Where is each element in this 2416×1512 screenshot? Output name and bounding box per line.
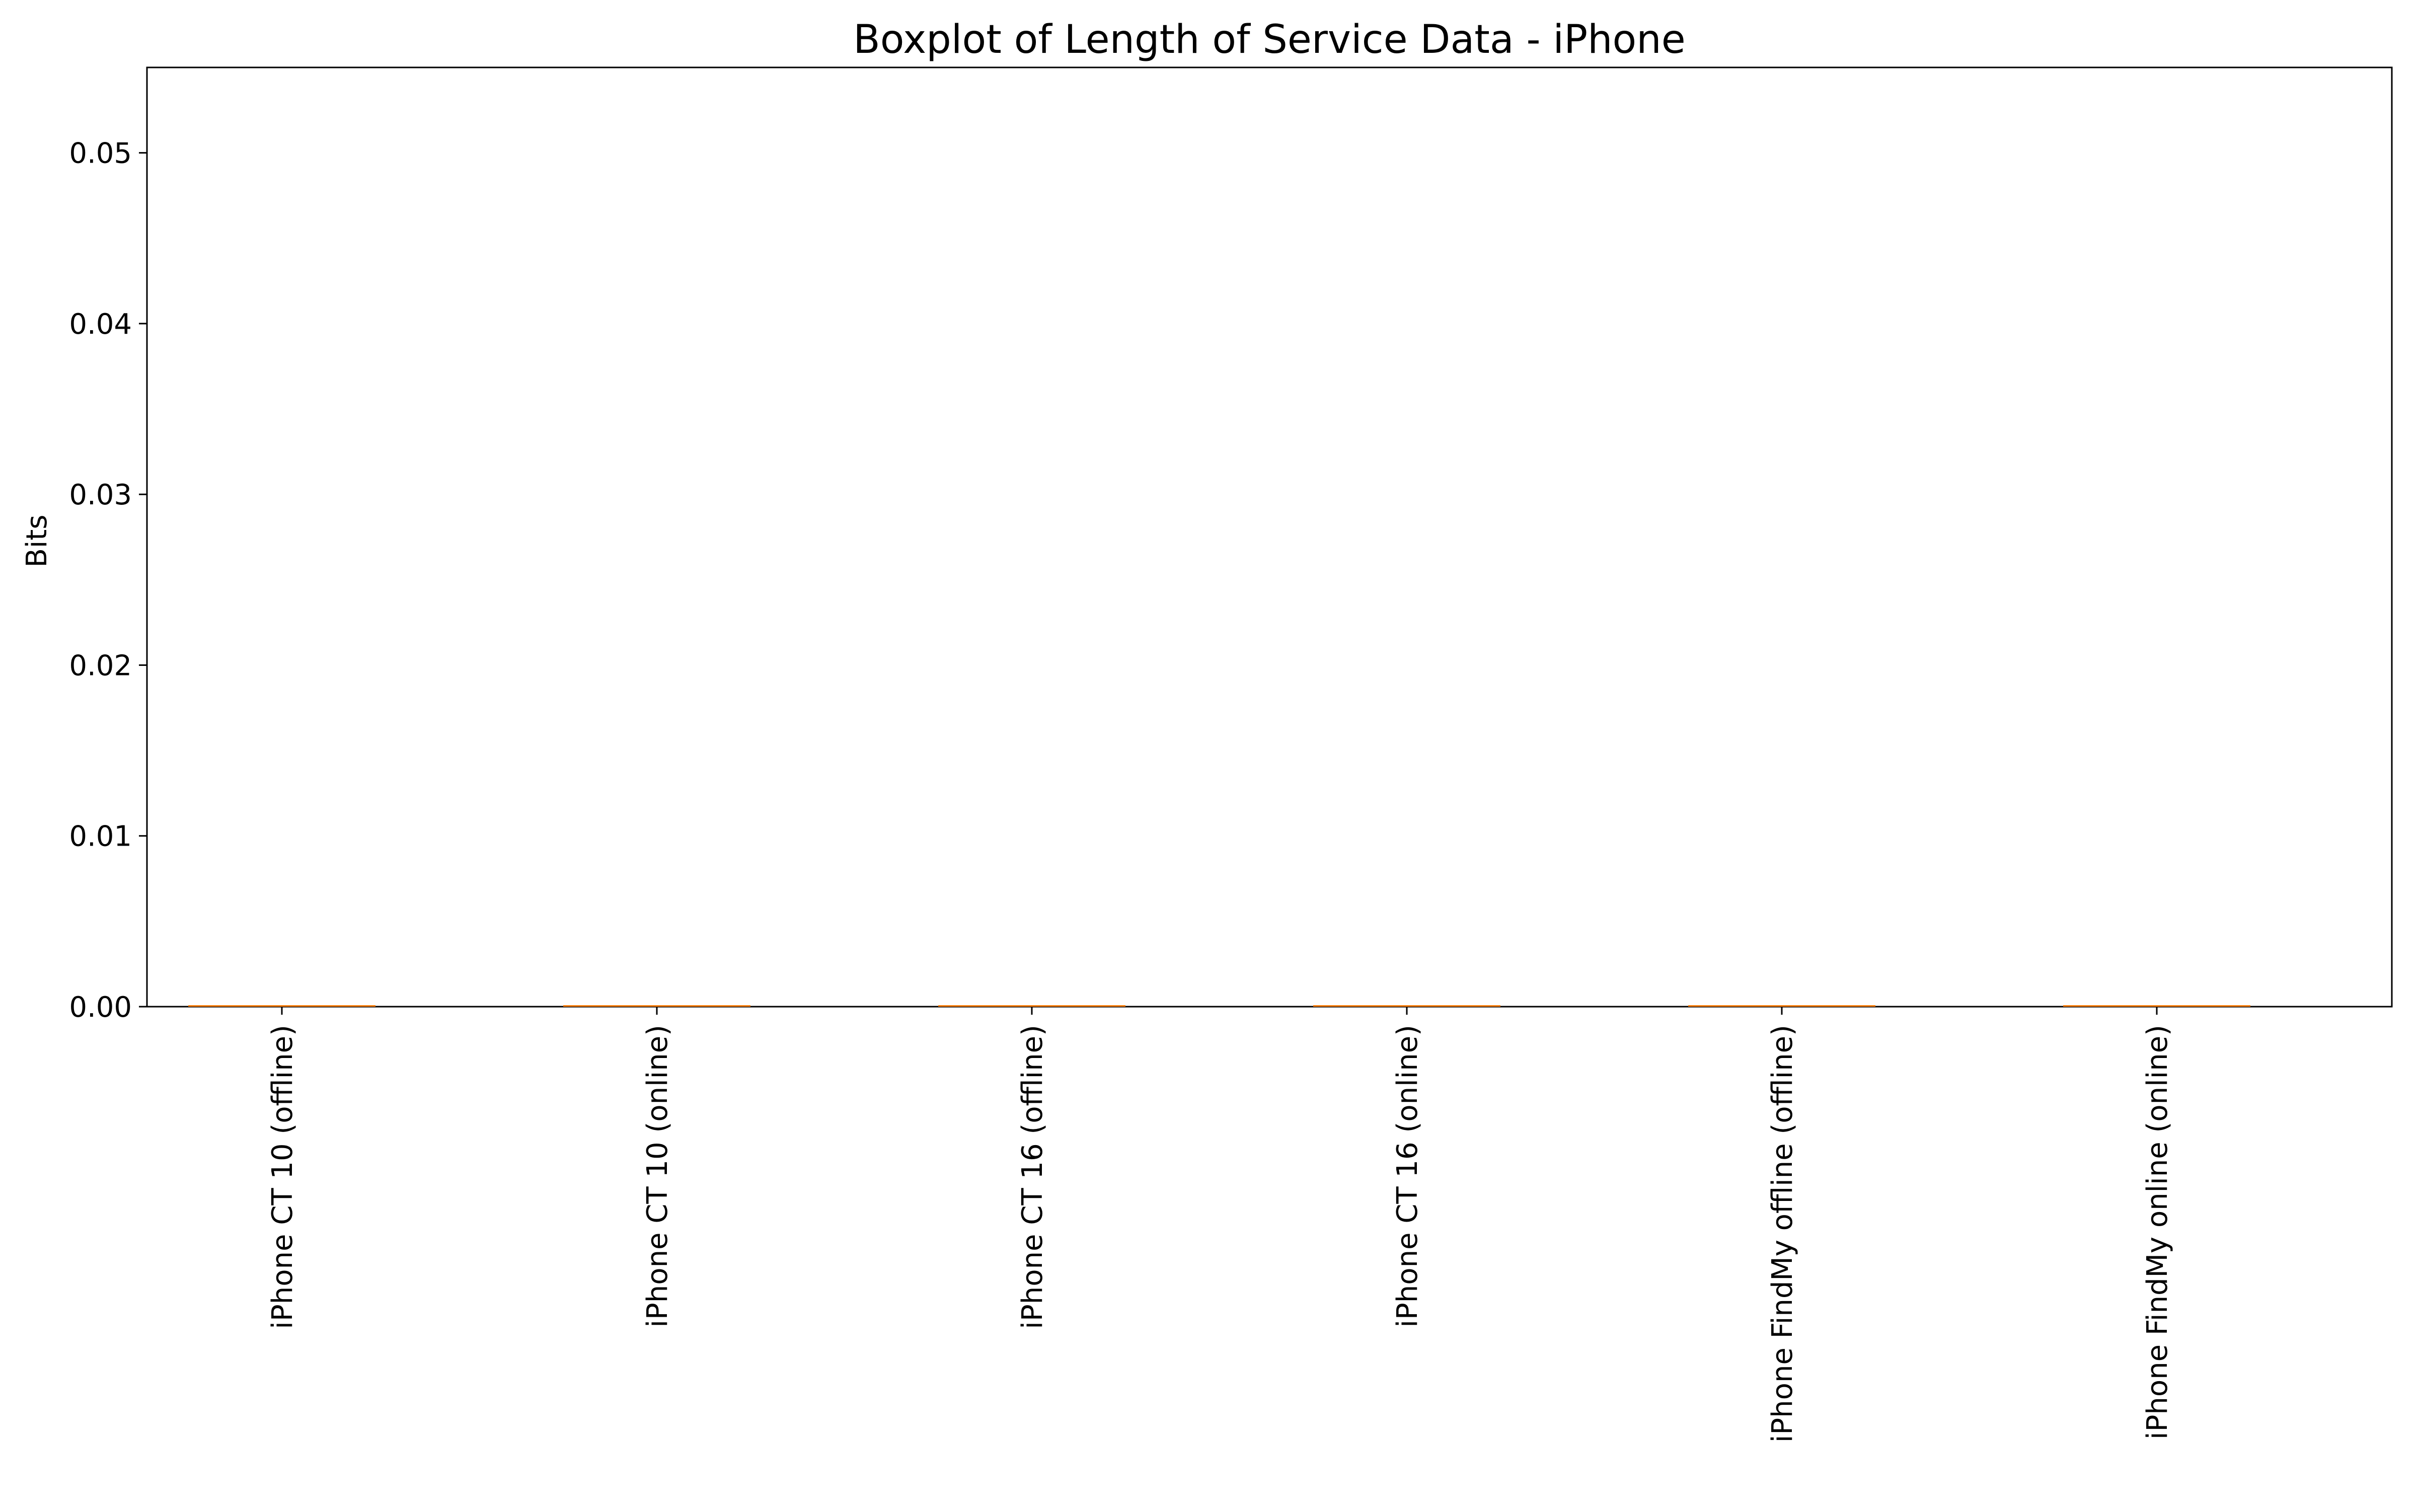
plot-area-frame bbox=[146, 66, 2393, 1008]
x-tick-label: iPhone FindMy offline (offline) bbox=[1766, 1025, 1799, 1443]
y-tick-label: 0.05 bbox=[69, 137, 132, 170]
chart-title: Boxplot of Length of Service Data - iPho… bbox=[853, 17, 1685, 62]
y-tick-label: 0.02 bbox=[69, 649, 132, 682]
box-1 bbox=[563, 1005, 751, 1008]
box-5 bbox=[2063, 1005, 2251, 1008]
x-tick-label: iPhone CT 16 (online) bbox=[1391, 1025, 1424, 1328]
box-2 bbox=[938, 1005, 1126, 1008]
y-tick-label: 0.00 bbox=[69, 991, 132, 1024]
y-tick-label: 0.03 bbox=[69, 479, 132, 511]
boxplot-boxes bbox=[188, 1005, 2251, 1008]
x-tick-label: iPhone CT 16 (offline) bbox=[1016, 1025, 1049, 1329]
y-axis-ticks: 0.00 0.01 0.02 0.03 0.04 0.05 bbox=[69, 137, 147, 1024]
box-0 bbox=[188, 1005, 376, 1008]
box-4 bbox=[1688, 1005, 1876, 1008]
y-axis-label: Bits bbox=[21, 514, 53, 567]
y-tick-label: 0.01 bbox=[69, 820, 132, 853]
x-axis-ticks: iPhone CT 10 (offline) iPhone CT 10 (onli… bbox=[266, 1007, 2174, 1443]
y-tick-label: 0.04 bbox=[69, 308, 132, 341]
box-3 bbox=[1313, 1005, 1501, 1008]
x-tick-label: iPhone CT 10 (offline) bbox=[266, 1025, 299, 1329]
x-tick-label: iPhone CT 10 (online) bbox=[641, 1025, 674, 1328]
x-tick-label: iPhone FindMy online (online) bbox=[2141, 1025, 2174, 1440]
